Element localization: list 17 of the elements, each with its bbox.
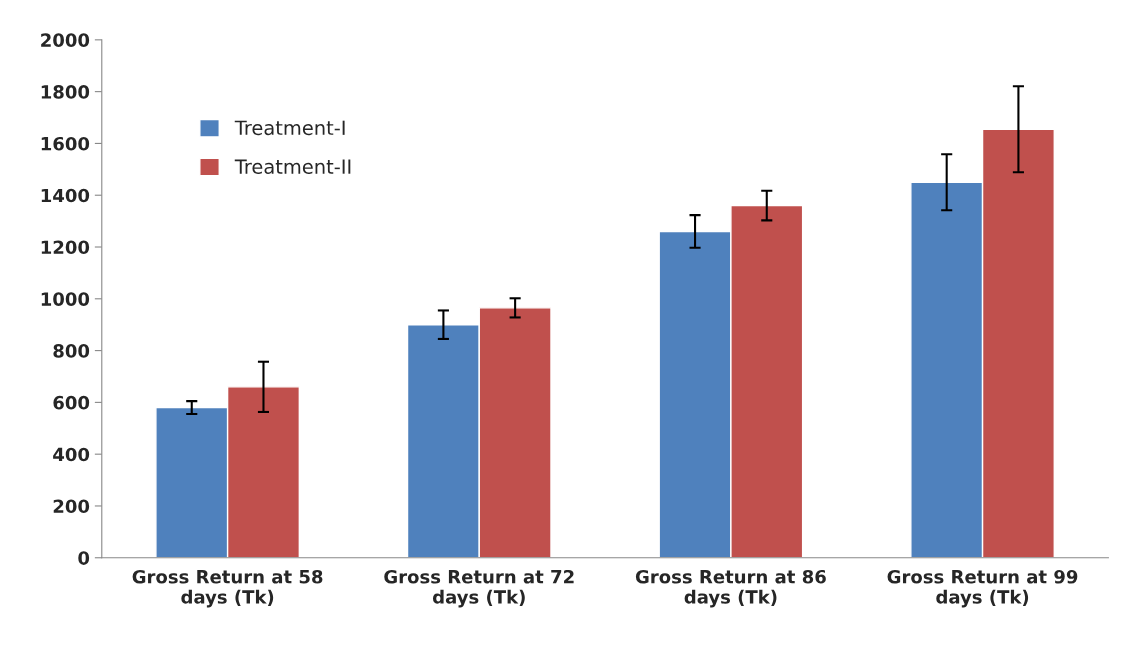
y-tick-label: 600 bbox=[53, 395, 90, 410]
x-tick-label: Gross Return at 99 days (Tk) bbox=[887, 569, 1078, 608]
y-tick-label: 1800 bbox=[41, 85, 90, 99]
x-tick-label: Gross Return at 58 days (Tk) bbox=[132, 569, 323, 608]
y-tick-label: 200 bbox=[53, 499, 90, 514]
y-tick-label: 400 bbox=[53, 447, 90, 462]
y-tick-label: 800 bbox=[53, 344, 90, 358]
y-tick-label: 2000 bbox=[41, 33, 90, 47]
y-tick-label: 1600 bbox=[41, 136, 90, 151]
y-tick-label: 1200 bbox=[41, 240, 90, 255]
legend-label: Treatment-I bbox=[234, 120, 345, 136]
y-tick-label: 1400 bbox=[41, 188, 90, 203]
x-tick-label: Gross Return at 72 days (Tk) bbox=[384, 569, 574, 608]
y-tick-label: 1000 bbox=[41, 292, 90, 306]
x-tick-label: Gross Return at 86 days (Tk) bbox=[635, 569, 826, 608]
y-tick-label: 0 bbox=[78, 551, 90, 565]
legend-label: Treatment-II bbox=[234, 159, 351, 174]
